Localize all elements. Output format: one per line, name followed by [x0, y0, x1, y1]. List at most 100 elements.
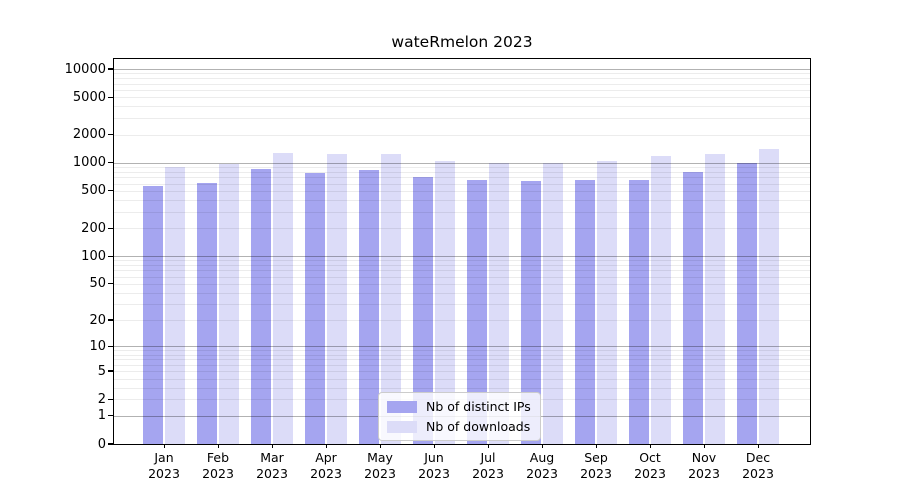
x-tick-label: Jun 2023	[407, 450, 461, 481]
bar-downloads	[273, 152, 293, 444]
x-tick-label-line: Oct	[639, 450, 661, 465]
y-tick	[108, 190, 114, 192]
y-tick	[108, 255, 114, 257]
bar-downloads	[327, 154, 347, 444]
bar-downloads	[489, 162, 509, 444]
x-tick-label-line: 2023	[472, 465, 504, 481]
y-tick-label: 500	[81, 183, 106, 199]
y-tick-label: 5000	[72, 89, 106, 105]
y-tick-label: 0	[97, 436, 106, 452]
x-tick-label-line: 2023	[526, 465, 558, 481]
x-tick-label-line: Apr	[315, 450, 337, 465]
legend: Nb of distinct IPs Nb of downloads	[378, 392, 541, 441]
x-tick	[487, 444, 489, 448]
x-tick	[433, 444, 435, 448]
y-tick-label: 100	[81, 248, 106, 264]
y-tick-label: 50	[89, 276, 106, 292]
x-tick	[703, 444, 705, 448]
x-tick-label-line: 2023	[688, 465, 720, 481]
bar-distinct-ips	[413, 176, 433, 444]
x-tick-label: Sep 2023	[569, 450, 623, 481]
x-tick-label-line: Dec	[745, 450, 771, 465]
x-tick-label: Oct 2023	[623, 450, 677, 481]
x-tick	[163, 444, 165, 448]
bar-distinct-ips	[737, 162, 757, 444]
bar-downloads	[543, 163, 563, 444]
x-tick	[541, 444, 543, 448]
y-tick	[108, 283, 114, 285]
x-tick-label: Jul 2023	[461, 450, 515, 481]
y-tick-label: 20	[89, 312, 106, 328]
x-tick-label-line: Mar	[260, 450, 284, 465]
x-tick-label: Aug 2023	[515, 450, 569, 481]
bars-layer	[114, 59, 810, 444]
x-tick	[325, 444, 327, 448]
bar-distinct-ips	[251, 169, 271, 444]
y-tick	[108, 443, 114, 445]
bar-distinct-ips	[683, 171, 703, 444]
bar-distinct-ips	[305, 172, 325, 444]
bar-distinct-ips	[197, 183, 217, 444]
x-tick-label-line: 2023	[742, 465, 774, 481]
x-tick-label-line: Nov	[691, 450, 717, 465]
x-tick-label-line: 2023	[580, 465, 612, 481]
x-tick-label-line: May	[367, 450, 393, 465]
bar-distinct-ips	[521, 180, 541, 444]
x-tick-label-line: 2023	[256, 465, 288, 481]
x-tick-label-line: Jul	[480, 450, 496, 465]
x-tick-label: Feb 2023	[191, 450, 245, 481]
x-tick-label: Apr 2023	[299, 450, 353, 481]
legend-swatch-distinct-ips	[387, 400, 417, 413]
y-tick	[108, 370, 114, 372]
y-tick	[108, 162, 114, 164]
x-tick-label-line: Jun	[424, 450, 444, 465]
x-tick-label: Jan 2023	[137, 450, 191, 481]
legend-item-downloads: Nb of downloads	[387, 419, 531, 434]
x-tick-label-line: 2023	[634, 465, 666, 481]
legend-swatch-downloads	[387, 420, 417, 433]
x-tick-label: Mar 2023	[245, 450, 299, 481]
legend-item-distinct-ips: Nb of distinct IPs	[387, 399, 531, 414]
x-tick-label-line: 2023	[364, 465, 396, 481]
bar-distinct-ips	[575, 179, 595, 444]
y-tick-label: 2	[97, 391, 106, 407]
y-tick	[108, 133, 114, 136]
y-tick	[108, 96, 114, 98]
bar-downloads	[597, 160, 617, 444]
x-tick-label-line: Aug	[529, 450, 555, 465]
bar-distinct-ips	[467, 179, 487, 444]
y-tick-label: 5	[97, 363, 106, 379]
bar-distinct-ips	[359, 169, 379, 444]
y-tick	[108, 398, 114, 400]
x-tick	[379, 444, 381, 448]
bar-distinct-ips	[629, 179, 649, 444]
x-tick-label-line: 2023	[148, 465, 180, 481]
x-tick-label-line: Sep	[584, 450, 608, 465]
legend-label-downloads: Nb of downloads	[426, 419, 531, 434]
bar-downloads	[381, 154, 401, 444]
x-tick	[595, 444, 597, 448]
y-tick-label: 10000	[64, 61, 106, 77]
x-tick	[271, 444, 273, 448]
y-tick	[108, 319, 114, 321]
x-tick-label-line: Jan	[154, 450, 174, 465]
x-tick-label: May 2023	[353, 450, 407, 481]
y-tick	[108, 415, 114, 417]
bar-downloads	[435, 160, 455, 444]
bar-downloads	[165, 166, 185, 444]
bar-downloads	[705, 154, 725, 444]
y-tick-label: 10	[89, 338, 106, 354]
bar-distinct-ips	[143, 186, 163, 444]
bar-downloads	[759, 149, 779, 444]
bar-downloads	[219, 163, 239, 444]
legend-label-distinct-ips: Nb of distinct IPs	[426, 399, 531, 414]
x-tick-label-line: 2023	[202, 465, 234, 481]
y-tick-label: 200	[81, 220, 106, 236]
bar-downloads	[651, 155, 671, 444]
y-tick	[108, 227, 114, 229]
y-tick	[108, 68, 114, 70]
x-tick-label: Dec 2023	[731, 450, 785, 481]
x-tick-label-line: 2023	[310, 465, 342, 481]
x-tick-label-line: 2023	[418, 465, 450, 481]
